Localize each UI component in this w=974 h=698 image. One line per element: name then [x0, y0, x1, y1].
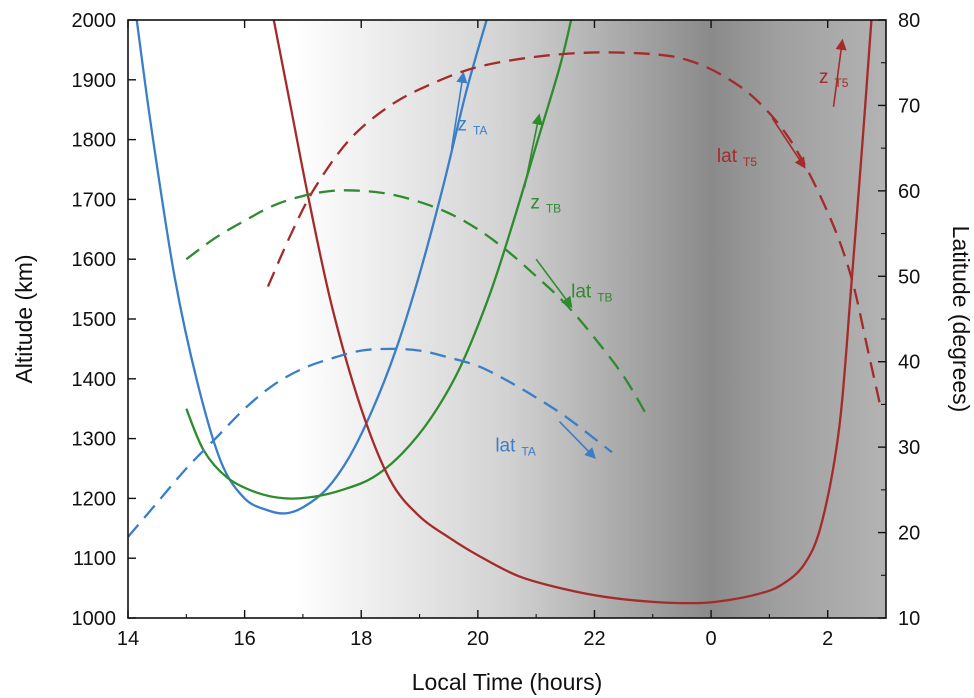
annotation-zT5: z T5 [819, 38, 849, 107]
x-tick-label-3: 20 [467, 628, 489, 650]
x-axis-title: Local Time (hours) [412, 669, 602, 695]
annotation-arrow-latTA [558, 420, 597, 459]
y-right-tick-label-0: 10 [898, 608, 920, 630]
annotation-latTA: lat TA [495, 420, 597, 459]
annotation-label-zT5: z T5 [819, 67, 849, 90]
x-tick-label-0: 14 [117, 628, 139, 650]
y-left-tick-label-0: 1000 [72, 608, 117, 630]
annotation-arrow-latTB [535, 258, 573, 308]
y-axis-right-title: Latitude (degrees) [948, 226, 974, 413]
y-left-tick-label-7: 1700 [72, 189, 117, 211]
y-right-tick-label-1: 20 [898, 523, 920, 545]
y-right-tick-label-4: 50 [898, 266, 920, 288]
annotation-layer: z TA z TB z T5 lat T5 lat TB lat TA [450, 38, 849, 459]
annotation-latT5: lat T5 [717, 117, 806, 169]
annotation-arrow-zTA [450, 71, 468, 149]
y-right-tick-label-5: 60 [898, 181, 920, 203]
annotation-label-zTA: z TA [457, 115, 487, 138]
plot-background [128, 20, 886, 618]
y-right-tick-label-2: 30 [898, 437, 920, 459]
x-tick-label-1: 16 [233, 628, 255, 650]
x-tick-label-5: 0 [706, 628, 717, 650]
x-tick-label-2: 18 [350, 628, 372, 650]
y-right-tick-label-6: 70 [898, 95, 920, 117]
annotation-zTA: z TA [450, 71, 487, 149]
y-left-tick-label-6: 1600 [72, 249, 117, 271]
annotation-label-latTA: lat TA [495, 435, 536, 458]
series-line-latTA [128, 347, 613, 538]
y-left-tick-label-9: 1900 [72, 70, 117, 92]
annotation-arrow-zT5 [832, 38, 847, 107]
annotation-latTB: lat TB [535, 258, 613, 308]
y-left-tick-label-2: 1200 [72, 488, 117, 510]
series-layer [128, 20, 882, 605]
annotation-label-zTB: z TB [530, 192, 561, 215]
series-line-latTB [185, 189, 648, 417]
annotation-arrow-latT5 [771, 117, 806, 169]
y-right-tick-label-7: 80 [898, 10, 920, 32]
y-left-tick-label-5: 1500 [72, 309, 117, 331]
annotation-label-latT5: lat T5 [717, 146, 757, 169]
series-line-zTB [185, 20, 573, 500]
tick-layer: 14 16 18 20 22 0 2 1000 1100 1200 1300 1400 1500 1600… [72, 10, 921, 650]
y-axis-left-title: Altitude (km) [11, 254, 37, 383]
annotation-label-latTB: lat TB [571, 282, 612, 305]
series-line-latT5 [266, 51, 882, 406]
x-tick-label-6: 2 [822, 628, 833, 650]
y-left-tick-label-1: 1100 [73, 548, 116, 570]
series-line-zTA [135, 20, 488, 515]
y-left-tick-label-4: 1400 [72, 369, 117, 391]
x-tick-label-4: 22 [583, 628, 605, 650]
y-left-tick-label-8: 1800 [72, 130, 117, 152]
annotation-arrow-zTB [523, 113, 543, 188]
y-right-tick-label-3: 40 [898, 352, 920, 374]
series-line-zT5 [272, 20, 873, 605]
annotation-zTB: z TB [523, 113, 561, 215]
y-left-tick-label-10: 2000 [72, 10, 117, 32]
y-left-tick-label-3: 1300 [72, 429, 117, 451]
